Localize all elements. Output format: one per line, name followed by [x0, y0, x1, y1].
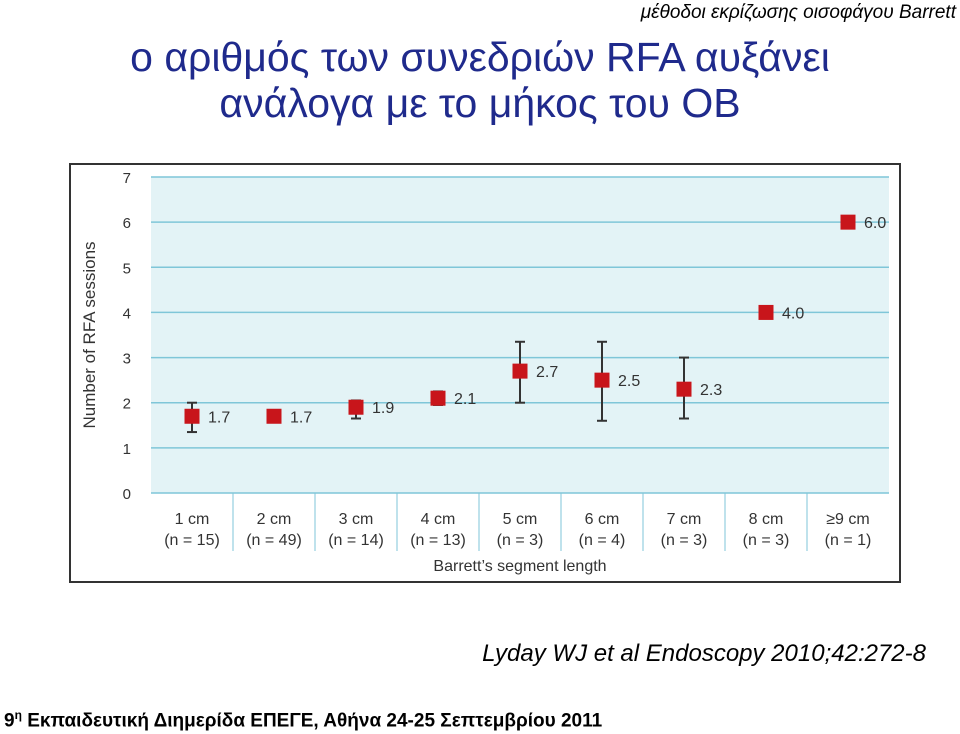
data-point-label: 1.7 [290, 409, 312, 426]
data-point-marker [430, 390, 446, 406]
slide-title-line-1: ο αριθμός των συνεδριών RFA αυξάνει [130, 34, 830, 80]
data-point-marker [512, 363, 528, 379]
data-point-label: 1.7 [208, 409, 230, 426]
footer-number: 9 [4, 710, 15, 732]
x-tick-sample-size: (n = 49) [246, 532, 302, 549]
data-point-marker [348, 399, 364, 415]
y-tick-label: 2 [123, 396, 131, 413]
x-tick-label: 1 cm [175, 511, 210, 528]
x-tick-sample-size: (n = 15) [164, 532, 220, 549]
data-point-label: 2.3 [700, 382, 722, 399]
x-tick-sample-size: (n = 1) [825, 532, 872, 549]
x-tick-label: 4 cm [421, 511, 456, 528]
citation: Lyday WJ et al Endoscopy 2010;42:272-8 [482, 640, 926, 667]
x-tick-sample-size: (n = 4) [579, 532, 626, 549]
x-tick-sample-size: (n = 13) [410, 532, 466, 549]
y-tick-label: 4 [123, 305, 131, 322]
y-tick-label: 5 [123, 260, 131, 277]
x-tick-label: 5 cm [503, 511, 538, 528]
x-tick-sample-size: (n = 14) [328, 532, 384, 549]
x-tick-label: 3 cm [339, 511, 374, 528]
rfa-sessions-chart: 0 1 2 3 4 5 6 7 Number of RFA sessions 1 cm (n = 1… [80, 170, 889, 575]
data-point-label: 6.0 [864, 215, 886, 232]
x-tick-sample-size: (n = 3) [497, 532, 544, 549]
plot-area [151, 177, 889, 493]
data-point-marker [676, 381, 692, 397]
data-point-label: 1.9 [372, 400, 394, 417]
x-tick-sample-size: (n = 3) [743, 532, 790, 549]
x-tick-label: 8 cm [749, 511, 784, 528]
y-axis-label: Number of RFA sessions [80, 241, 99, 428]
x-axis-label: Barrett’s segment length [433, 558, 606, 575]
y-tick-label: 1 [123, 441, 131, 458]
footer-superscript: η [14, 708, 22, 722]
data-point-label: 2.1 [454, 391, 476, 408]
data-point-label: 2.7 [536, 364, 558, 381]
slide-title-line-2: ανάλογα με το μήκος του OB [219, 80, 741, 126]
y-tick-label: 0 [123, 486, 131, 503]
data-point-marker [840, 214, 856, 230]
data-point-marker [184, 408, 200, 424]
x-tick-sample-size: (n = 3) [661, 532, 708, 549]
y-tick-label: 3 [123, 351, 131, 368]
x-tick-label: 6 cm [585, 511, 620, 528]
y-tick-label: 6 [123, 215, 131, 232]
topic-label: μέθοδοι εκρίζωσης οισοφάγου Barrett [640, 2, 956, 23]
data-point-marker [266, 408, 282, 424]
x-tick-label: 2 cm [257, 511, 292, 528]
chart-frame: 0 1 2 3 4 5 6 7 Number of RFA sessions 1 cm (n = 1… [69, 163, 901, 583]
data-point-label: 2.5 [618, 373, 640, 390]
footer-text: Εκπαιδευτική Διημερίδα ΕΠΕΓΕ, Αθήνα 24-2… [27, 710, 603, 732]
x-tick-label: 7 cm [667, 511, 702, 528]
y-tick-label: 7 [123, 170, 131, 187]
slide-title: ο αριθμός των συνεδριών RFA αυξάνει ανάλ… [0, 34, 960, 126]
x-tick-label: ≥9 cm [826, 511, 869, 528]
data-point-label: 4.0 [782, 305, 804, 322]
data-point-marker [594, 372, 610, 388]
data-point-marker [758, 304, 774, 320]
footer: 9η Εκπαιδευτική Διημερίδα ΕΠΕΓΕ, Αθήνα 2… [4, 708, 602, 732]
